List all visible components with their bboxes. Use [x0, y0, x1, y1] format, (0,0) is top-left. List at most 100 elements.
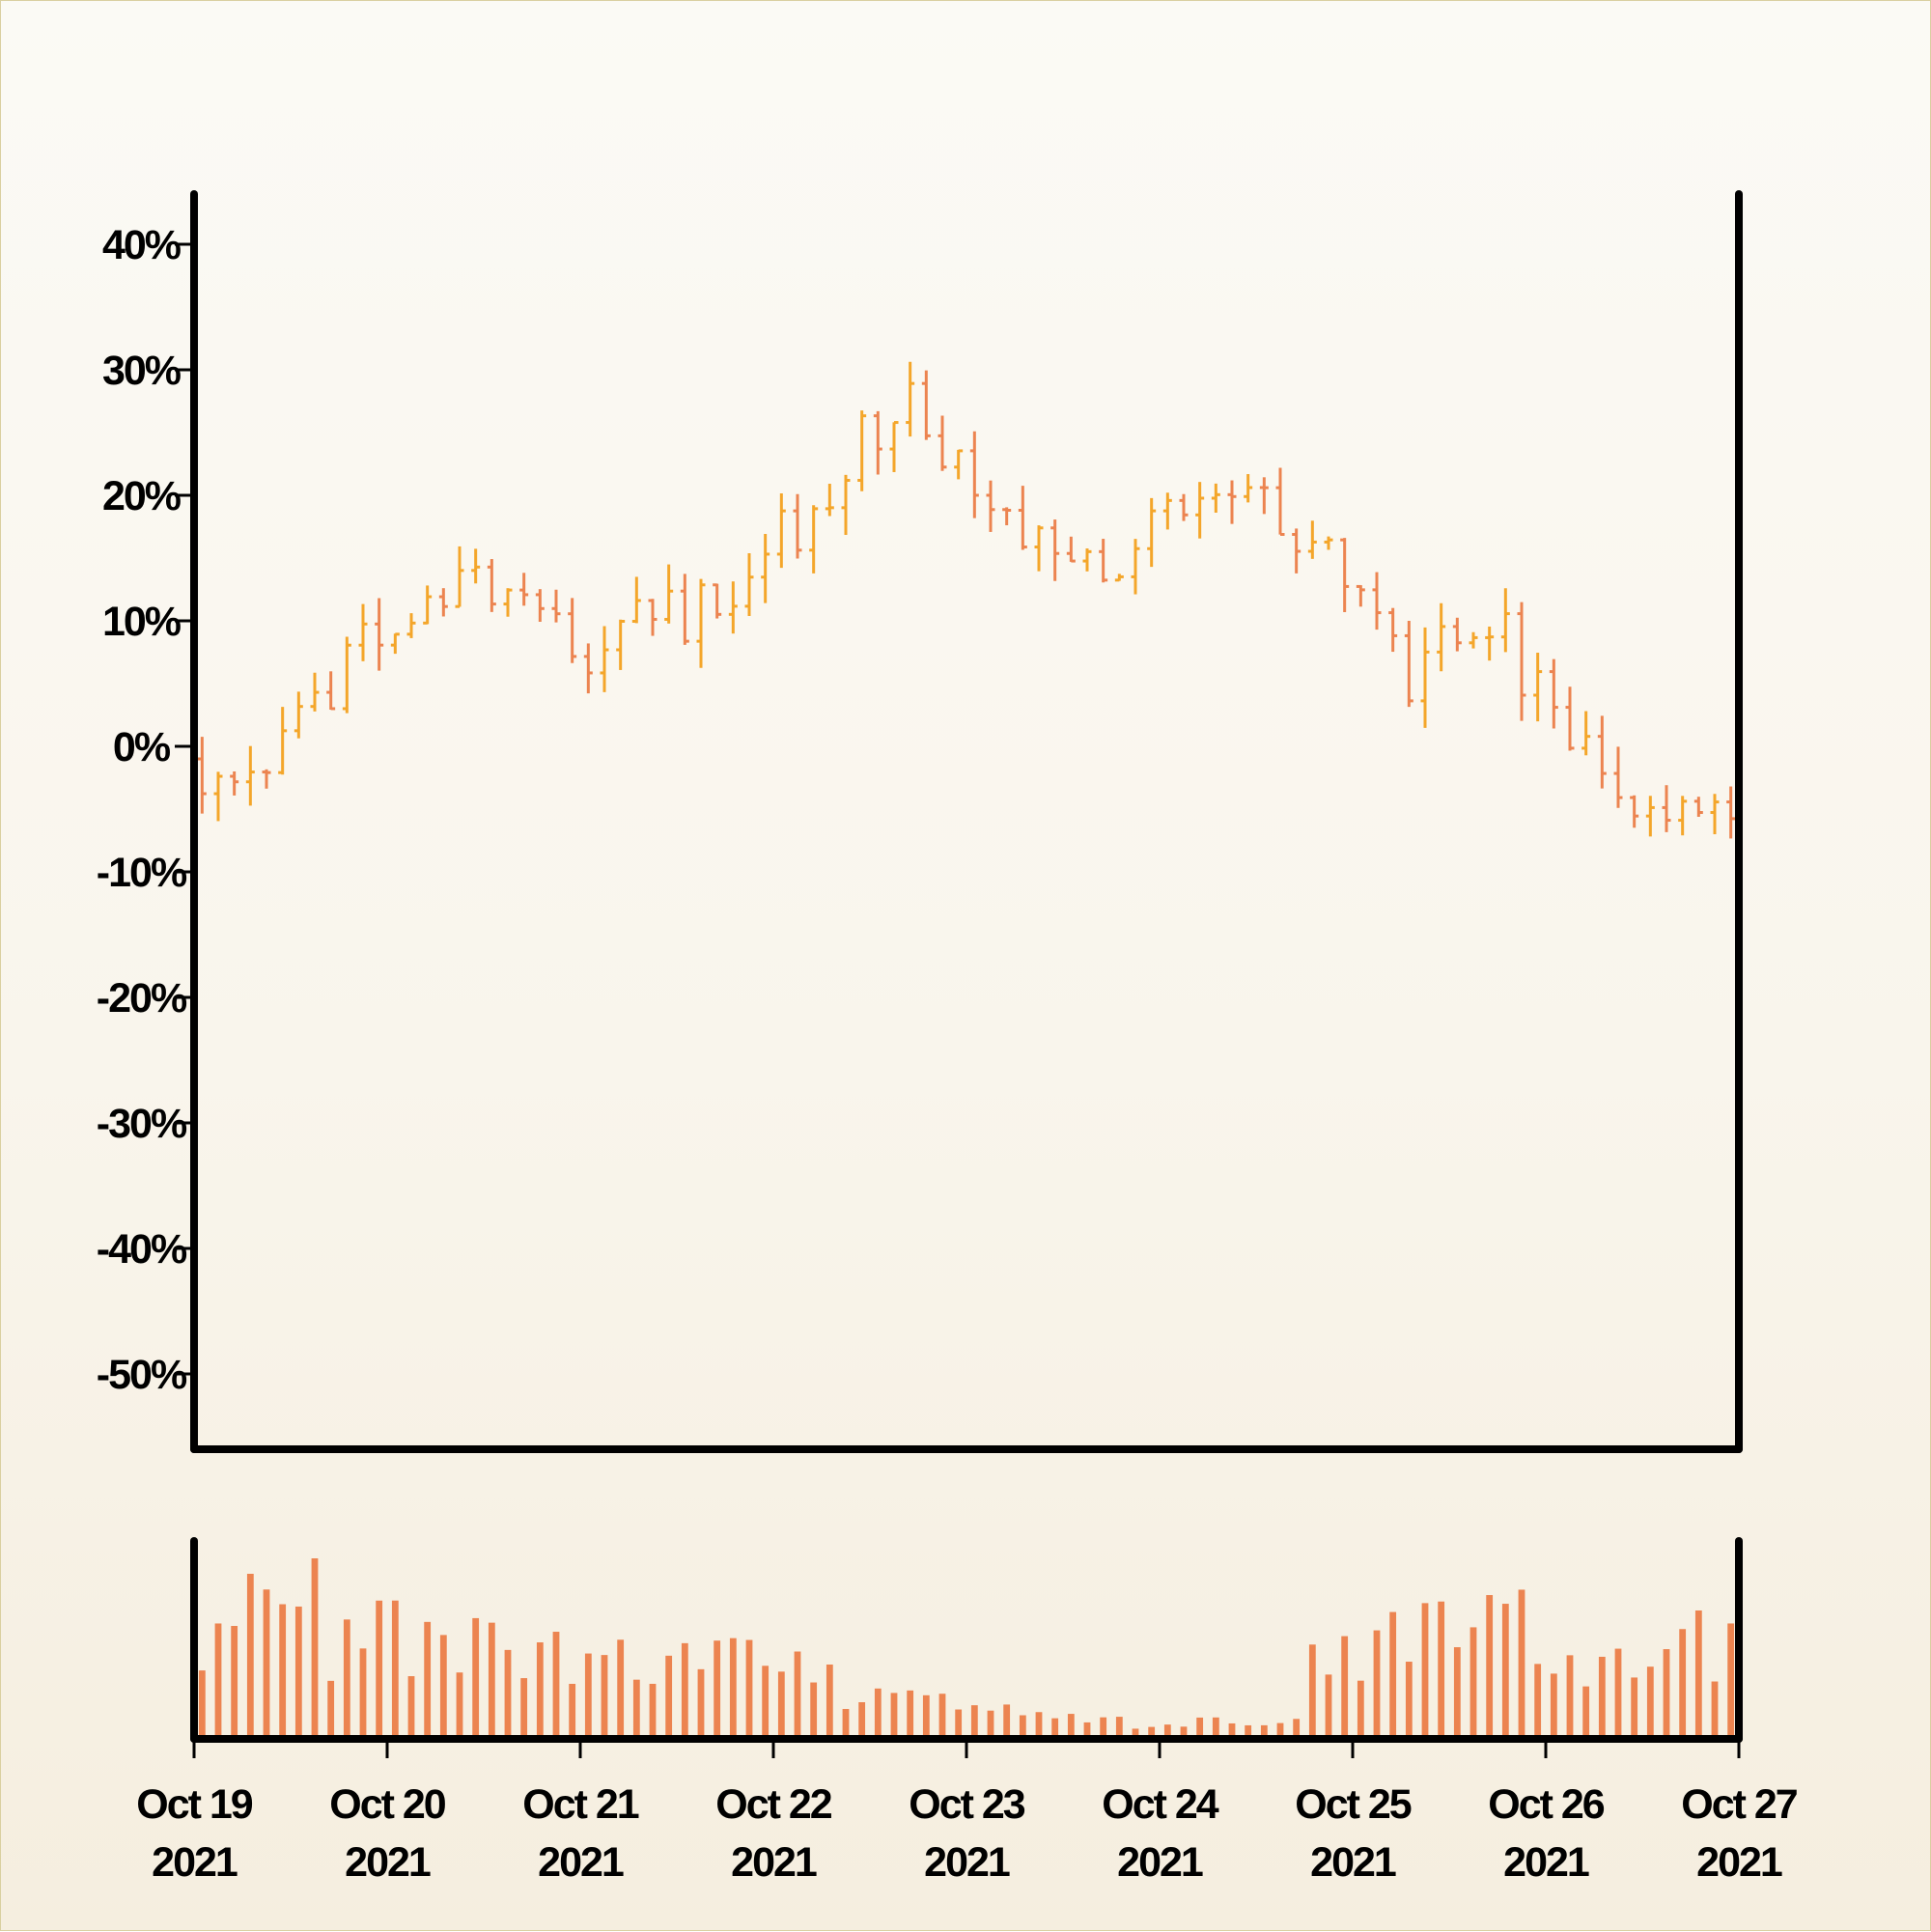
x-tick-label-8: Oct 27 2021	[1681, 1781, 1800, 1886]
x-tick-label-2: Oct 21 2021	[522, 1781, 641, 1886]
x-tick-label-year: 2021	[924, 1839, 1010, 1886]
ohlc-bar-64	[1227, 480, 1237, 524]
ohlc-bar-75	[1404, 621, 1413, 708]
volume-bar-31	[697, 1668, 705, 1739]
volume-bar-38	[810, 1682, 818, 1739]
x-tick-label-0: Oct 19 2021	[136, 1781, 255, 1886]
volume-bar-53	[1051, 1718, 1059, 1739]
volume-bar-16	[456, 1672, 463, 1739]
ohlc-bar-25	[600, 626, 609, 692]
ohlc-bar-8	[326, 671, 336, 711]
ohlc-bar-87	[1597, 715, 1607, 789]
ohlc-bar-95	[1726, 786, 1736, 839]
ohlc-bar-74	[1388, 607, 1398, 653]
ohlc-bar-54	[1066, 536, 1076, 563]
volume-bar-88	[1614, 1648, 1622, 1739]
volume-bar-75	[1405, 1662, 1413, 1739]
price-axes	[190, 190, 1743, 1453]
volume-bar-18	[488, 1622, 495, 1739]
volume-bars	[198, 1558, 1735, 1739]
ohlc-bar-39	[825, 484, 834, 517]
volume-bar-39	[826, 1664, 833, 1739]
ohlc-bar-65	[1244, 474, 1253, 503]
y-tick-label-5: -10%	[97, 850, 187, 896]
y-tick-label-0: 40%	[102, 222, 182, 268]
volume-bar-85	[1566, 1655, 1574, 1739]
ohlc-bar-43	[889, 421, 899, 472]
volume-bar-8	[327, 1680, 335, 1739]
ohlc-bar-10	[358, 603, 368, 661]
y-tick-label-8: -40%	[97, 1226, 187, 1273]
volume-bar-55	[1083, 1722, 1091, 1739]
ohlc-bar-76	[1420, 627, 1430, 728]
ohlc-bar-57	[1114, 574, 1124, 582]
volume-bar-66	[1260, 1724, 1268, 1739]
volume-panel: Oct 19 2021 Oct 20 2021 Oct 21 2021 Oct 22 2021…	[136, 1537, 1800, 1886]
x-tick-label-month-day: Oct 21	[522, 1781, 639, 1828]
volume-bar-6	[294, 1606, 302, 1739]
volume-bar-65	[1245, 1724, 1252, 1739]
ohlc-bar-26	[616, 619, 626, 670]
ohlc-bar-47	[954, 449, 964, 480]
ohlc-bar-0	[197, 737, 207, 814]
volume-bar-1	[214, 1623, 222, 1739]
x-tick-label-year: 2021	[345, 1839, 431, 1886]
volume-bar-62	[1196, 1717, 1204, 1739]
volume-bar-13	[407, 1676, 415, 1739]
volume-bar-84	[1550, 1673, 1557, 1739]
volume-bar-10	[359, 1648, 367, 1739]
ohlc-bar-13	[406, 613, 416, 638]
volume-bar-46	[938, 1694, 946, 1739]
volume-bar-57	[1115, 1717, 1123, 1739]
ohlc-bar-89	[1630, 795, 1639, 828]
volume-bar-9	[343, 1619, 350, 1739]
ohlc-bar-4	[262, 769, 271, 789]
x-tick-label-month-day: Oct 24	[1102, 1781, 1219, 1828]
volume-bar-70	[1325, 1674, 1332, 1739]
ohlc-bar-82	[1517, 602, 1526, 721]
x-tick-label-year: 2021	[1503, 1839, 1589, 1886]
ohlc-bar-31	[696, 578, 706, 668]
volume-bar-20	[520, 1678, 528, 1739]
x-tick-label-year: 2021	[1310, 1839, 1396, 1886]
volume-bar-54	[1067, 1714, 1075, 1739]
x-tick-label-1: Oct 20 2021	[329, 1781, 448, 1886]
volume-bar-40	[842, 1708, 850, 1739]
ohlc-bar-80	[1485, 626, 1495, 661]
ohlc-bar-27	[631, 576, 641, 624]
volume-bar-78	[1453, 1647, 1461, 1739]
volume-bar-94	[1711, 1681, 1719, 1739]
volume-bar-74	[1389, 1611, 1397, 1739]
y-tick-label-2: 20%	[102, 473, 182, 519]
ohlc-bar-16	[455, 546, 464, 608]
y-tick-label-7: -30%	[97, 1101, 187, 1147]
volume-bar-14	[424, 1621, 432, 1739]
x-tick-label-month-day: Oct 26	[1488, 1781, 1605, 1828]
volume-bar-50	[1003, 1704, 1011, 1739]
volume-bar-30	[681, 1642, 688, 1739]
ohlc-bar-58	[1131, 539, 1140, 595]
volume-bar-93	[1694, 1610, 1702, 1739]
volume-bar-34	[745, 1639, 753, 1739]
y-tick-label-4: 0%	[113, 724, 171, 770]
volume-bar-7	[311, 1558, 319, 1739]
ohlc-bar-5	[278, 707, 288, 775]
volume-bar-47	[955, 1709, 963, 1739]
volume-bar-73	[1373, 1630, 1381, 1739]
volume-bar-21	[536, 1642, 544, 1739]
ohlc-bar-85	[1565, 686, 1575, 751]
volume-bar-23	[569, 1683, 576, 1739]
ohlc-bar-71	[1340, 538, 1350, 612]
volume-bar-64	[1228, 1722, 1236, 1739]
x-tick-label-year: 2021	[152, 1839, 238, 1886]
ohlc-bar-55	[1082, 548, 1092, 572]
ohlc-bar-37	[793, 493, 802, 559]
ohlc-bar-9	[342, 636, 351, 714]
ohlc-bar-34	[744, 553, 754, 617]
volume-bar-80	[1486, 1595, 1494, 1739]
ohlc-bar-19	[503, 588, 513, 617]
volume-bar-72	[1357, 1680, 1364, 1739]
ohlc-bar-48	[969, 431, 979, 518]
volume-bar-83	[1534, 1664, 1542, 1739]
